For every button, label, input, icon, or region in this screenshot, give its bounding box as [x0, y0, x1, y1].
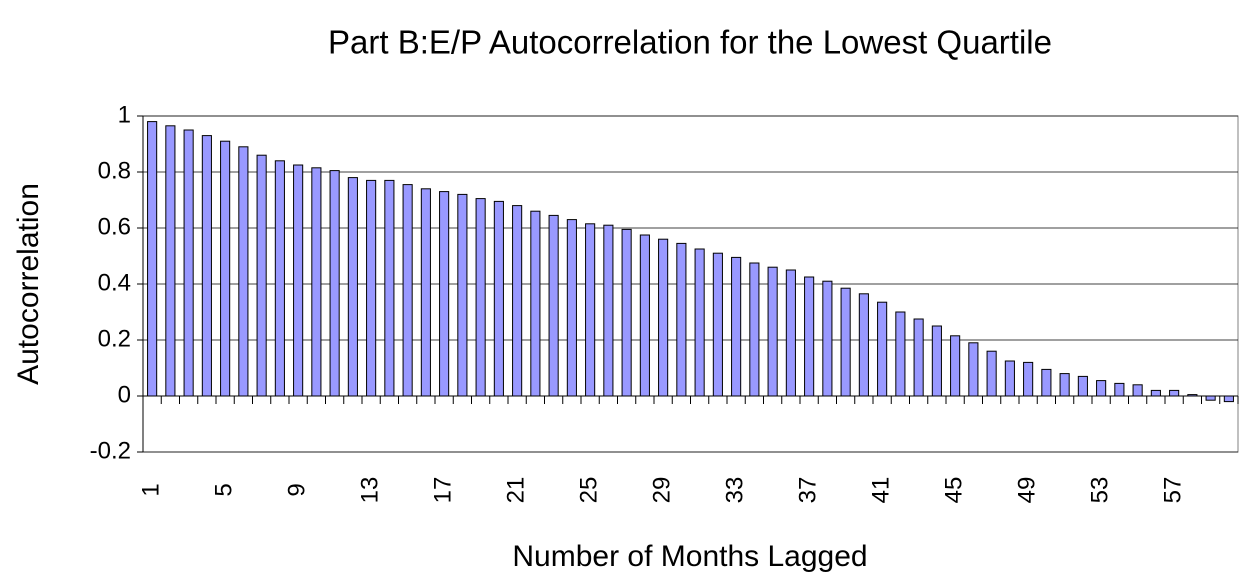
y-tick-label: -0.2	[90, 437, 131, 464]
bar	[475, 198, 486, 397]
bar	[804, 276, 815, 397]
bar	[840, 287, 851, 397]
bar	[749, 262, 760, 397]
bar	[512, 205, 523, 397]
y-tick-label: 1	[118, 101, 131, 128]
bar	[1150, 389, 1161, 397]
bar	[603, 224, 614, 397]
bar	[1223, 395, 1234, 403]
x-tick-label: 25	[575, 477, 602, 504]
bar	[676, 242, 687, 397]
bar	[950, 335, 961, 397]
x-tick-label: 13	[356, 477, 383, 504]
y-tick-label: 0	[118, 381, 131, 408]
bar	[457, 193, 468, 397]
x-tick-label: 41	[867, 477, 894, 504]
bar	[347, 177, 358, 397]
bar	[1205, 395, 1216, 401]
x-tick-label: 1	[137, 483, 164, 496]
bar	[621, 228, 632, 397]
bar	[694, 248, 705, 397]
bar	[822, 280, 833, 397]
bar	[877, 301, 888, 397]
y-tick-label: 0.8	[98, 157, 131, 184]
bar	[1059, 373, 1070, 397]
bar	[548, 214, 559, 397]
bar	[329, 170, 340, 397]
x-tick-label: 29	[648, 477, 675, 504]
y-tick-label: 0.2	[98, 325, 131, 352]
x-tick-label: 5	[210, 483, 237, 496]
bar	[731, 256, 742, 397]
bar	[439, 191, 450, 397]
x-tick-label: 57	[1159, 477, 1186, 504]
x-tick-label: 45	[940, 477, 967, 504]
bar	[530, 210, 541, 397]
bar	[1096, 380, 1107, 397]
x-tick-label: 21	[502, 477, 529, 504]
bar	[1004, 360, 1015, 397]
x-tick-label: 9	[283, 483, 310, 496]
bar	[493, 200, 504, 397]
bar	[1114, 382, 1125, 397]
bar	[293, 164, 304, 397]
x-tick-label: 37	[794, 477, 821, 504]
bar	[1023, 361, 1034, 397]
bar	[1041, 368, 1052, 397]
bar	[1077, 375, 1088, 397]
bar	[402, 184, 413, 397]
bar	[767, 266, 778, 397]
bar	[220, 140, 231, 397]
y-tick-label: 0.6	[98, 213, 131, 240]
x-tick-label: 33	[721, 477, 748, 504]
bar	[986, 350, 997, 397]
bar	[968, 342, 979, 397]
x-tick-label: 53	[1086, 477, 1113, 504]
y-tick-label: 0.4	[98, 269, 131, 296]
bar	[712, 252, 723, 397]
bar	[931, 325, 942, 397]
bar	[858, 293, 869, 397]
bar	[165, 125, 176, 397]
bar	[311, 167, 322, 397]
bar	[201, 135, 212, 397]
bar	[1169, 389, 1180, 397]
bar	[183, 129, 194, 397]
bar	[658, 238, 669, 397]
bar	[238, 146, 249, 397]
bar	[420, 188, 431, 397]
bar	[1132, 384, 1143, 397]
x-tick-label: 49	[1013, 477, 1040, 504]
bar	[274, 160, 285, 397]
bar	[639, 234, 650, 397]
x-axis-title: Number of Months Lagged	[512, 540, 867, 573]
bar	[585, 223, 596, 397]
bar	[566, 219, 577, 397]
x-tick-label: 17	[429, 477, 456, 504]
bar	[147, 121, 158, 397]
bar	[366, 179, 377, 397]
bar	[785, 269, 796, 397]
chart-title: Part B:E/P Autocorrelation for the Lowes…	[328, 24, 1052, 61]
bar	[913, 318, 924, 397]
bar	[256, 154, 267, 397]
y-axis-title: Autocorrelation	[12, 183, 45, 385]
bar	[895, 311, 906, 397]
bar	[384, 179, 395, 397]
